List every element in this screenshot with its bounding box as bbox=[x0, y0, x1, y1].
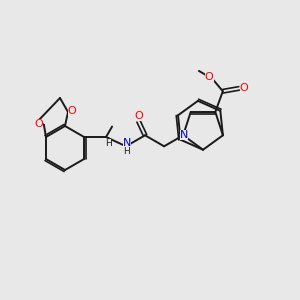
Text: O: O bbox=[240, 83, 248, 93]
Text: H: H bbox=[105, 139, 111, 148]
Text: O: O bbox=[205, 72, 214, 82]
Text: O: O bbox=[68, 106, 76, 116]
Text: N: N bbox=[123, 138, 131, 148]
Text: N: N bbox=[180, 130, 188, 140]
Text: O: O bbox=[134, 111, 143, 121]
Text: H: H bbox=[124, 147, 130, 156]
Text: O: O bbox=[34, 119, 43, 129]
